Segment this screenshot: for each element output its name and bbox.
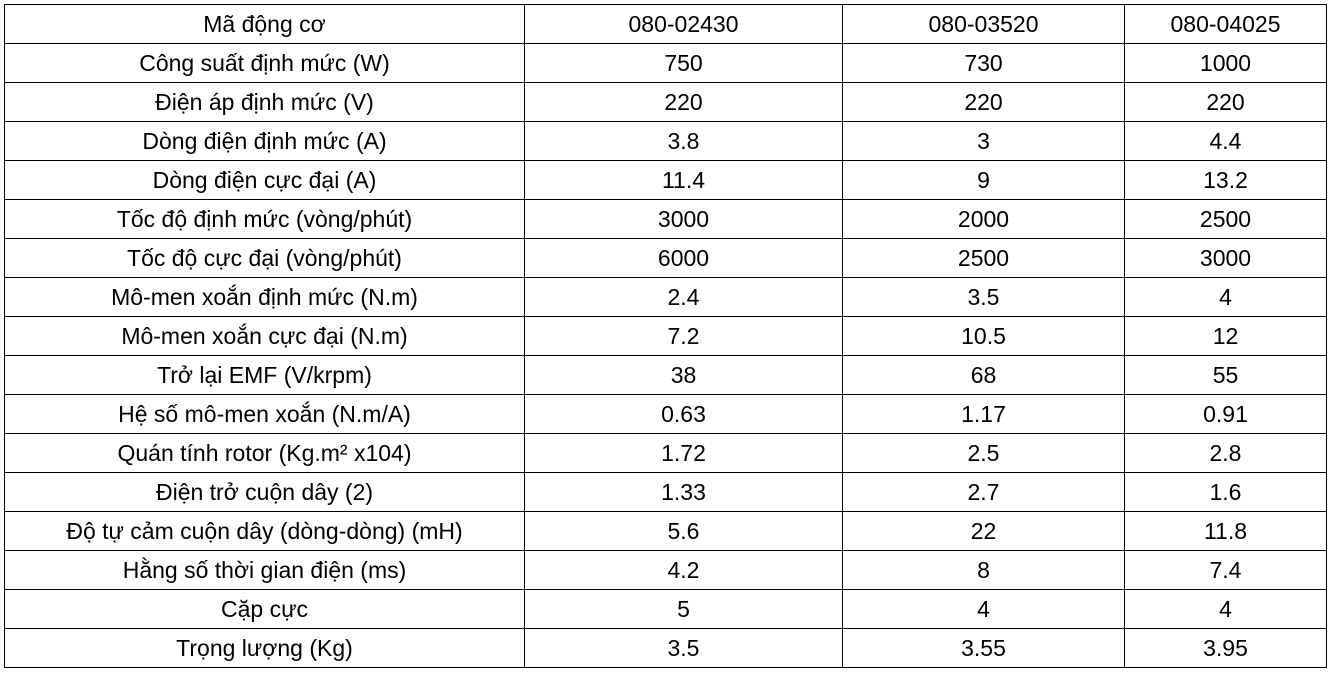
row-label: Điện áp định mức (V) [4,82,525,122]
cell: 2000 [842,199,1125,239]
cell: 7.2 [524,316,843,356]
cell: 2.5 [842,433,1125,473]
cell: 0.63 [524,394,843,434]
cell: 2.7 [842,472,1125,512]
row-label: Độ tự cảm cuộn dây (dòng-dòng) (mH) [4,511,525,551]
cell: 750 [524,43,843,83]
table-row: Mô-men xoắn định mức (N.m) 2.4 3.5 4 [4,277,1327,317]
cell: 1.72 [524,433,843,473]
table-row: Công suất định mức (W) 750 730 1000 [4,43,1327,83]
cell: 13.2 [1124,160,1327,200]
cell: 4 [1124,589,1327,629]
cell: 4.4 [1124,121,1327,161]
cell: 080-04025 [1124,4,1327,44]
cell: 9 [842,160,1125,200]
cell: 730 [842,43,1125,83]
cell: 080-02430 [524,4,843,44]
cell: 2.4 [524,277,843,317]
cell: 4.2 [524,550,843,590]
row-label: Hệ số mô-men xoắn (N.m/A) [4,394,525,434]
cell: 3.8 [524,121,843,161]
cell: 1.6 [1124,472,1327,512]
cell: 10.5 [842,316,1125,356]
cell: 2500 [1124,199,1327,239]
table-row: Điện áp định mức (V) 220 220 220 [4,82,1327,122]
row-label: Mô-men xoắn cực đại (N.m) [4,316,525,356]
cell: 080-03520 [842,4,1125,44]
table-row: Cặp cực 5 4 4 [4,589,1327,629]
row-label: Mã động cơ [4,4,525,44]
spec-table: Mã động cơ 080-02430 080-03520 080-04025 Côn… [4,4,1327,668]
cell: 1.17 [842,394,1125,434]
table-row: Hệ số mô-men xoắn (N.m/A) 0.63 1.17 0.91 [4,394,1327,434]
row-label: Trở lại EMF (V/krpm) [4,355,525,395]
row-label: Quán tính rotor (Kg.m² x104) [4,433,525,473]
table-row: Quán tính rotor (Kg.m² x104) 1.72 2.5 2.8 [4,433,1327,473]
cell: 12 [1124,316,1327,356]
cell: 3.55 [842,628,1125,668]
row-label: Mô-men xoắn định mức (N.m) [4,277,525,317]
row-label: Dòng điện định mức (A) [4,121,525,161]
table-body: Mã động cơ 080-02430 080-03520 080-04025 Côn… [4,4,1327,668]
cell: 3000 [1124,238,1327,278]
cell: 11.4 [524,160,843,200]
row-label: Công suất định mức (W) [4,43,525,83]
cell: 3.5 [524,628,843,668]
table-row: Tốc độ cực đại (vòng/phút) 6000 2500 3000 [4,238,1327,278]
cell: 220 [1124,82,1327,122]
cell: 2500 [842,238,1125,278]
table-row: Dòng điện định mức (A) 3.8 3 4.4 [4,121,1327,161]
row-label: Tốc độ cực đại (vòng/phút) [4,238,525,278]
row-label: Tốc độ định mức (vòng/phút) [4,199,525,239]
cell: 68 [842,355,1125,395]
row-label: Hằng số thời gian điện (ms) [4,550,525,590]
cell: 38 [524,355,843,395]
cell: 5 [524,589,843,629]
cell: 8 [842,550,1125,590]
cell: 6000 [524,238,843,278]
cell: 3 [842,121,1125,161]
table-row: Tốc độ định mức (vòng/phút) 3000 2000 2500 [4,199,1327,239]
table-row: Điện trở cuộn dây (2) 1.33 2.7 1.6 [4,472,1327,512]
cell: 1.33 [524,472,843,512]
cell: 220 [842,82,1125,122]
row-label: Cặp cực [4,589,525,629]
cell: 22 [842,511,1125,551]
cell: 4 [842,589,1125,629]
cell: 4 [1124,277,1327,317]
table-row: Mô-men xoắn cực đại (N.m) 7.2 10.5 12 [4,316,1327,356]
table-row: Dòng điện cực đại (A) 11.4 9 13.2 [4,160,1327,200]
cell: 1000 [1124,43,1327,83]
cell: 0.91 [1124,394,1327,434]
cell: 3.95 [1124,628,1327,668]
table-row: Độ tự cảm cuộn dây (dòng-dòng) (mH) 5.6 22… [4,511,1327,551]
cell: 2.8 [1124,433,1327,473]
row-label: Dòng điện cực đại (A) [4,160,525,200]
cell: 3000 [524,199,843,239]
table-row: Hằng số thời gian điện (ms) 4.2 8 7.4 [4,550,1327,590]
cell: 55 [1124,355,1327,395]
cell: 7.4 [1124,550,1327,590]
cell: 3.5 [842,277,1125,317]
table-row: Trở lại EMF (V/krpm) 38 68 55 [4,355,1327,395]
row-label: Điện trở cuộn dây (2) [4,472,525,512]
table-row: Trọng lượng (Kg) 3.5 3.55 3.95 [4,628,1327,668]
header-row: Mã động cơ 080-02430 080-03520 080-04025 [4,4,1327,44]
cell: 11.8 [1124,511,1327,551]
cell: 220 [524,82,843,122]
row-label: Trọng lượng (Kg) [4,628,525,668]
cell: 5.6 [524,511,843,551]
